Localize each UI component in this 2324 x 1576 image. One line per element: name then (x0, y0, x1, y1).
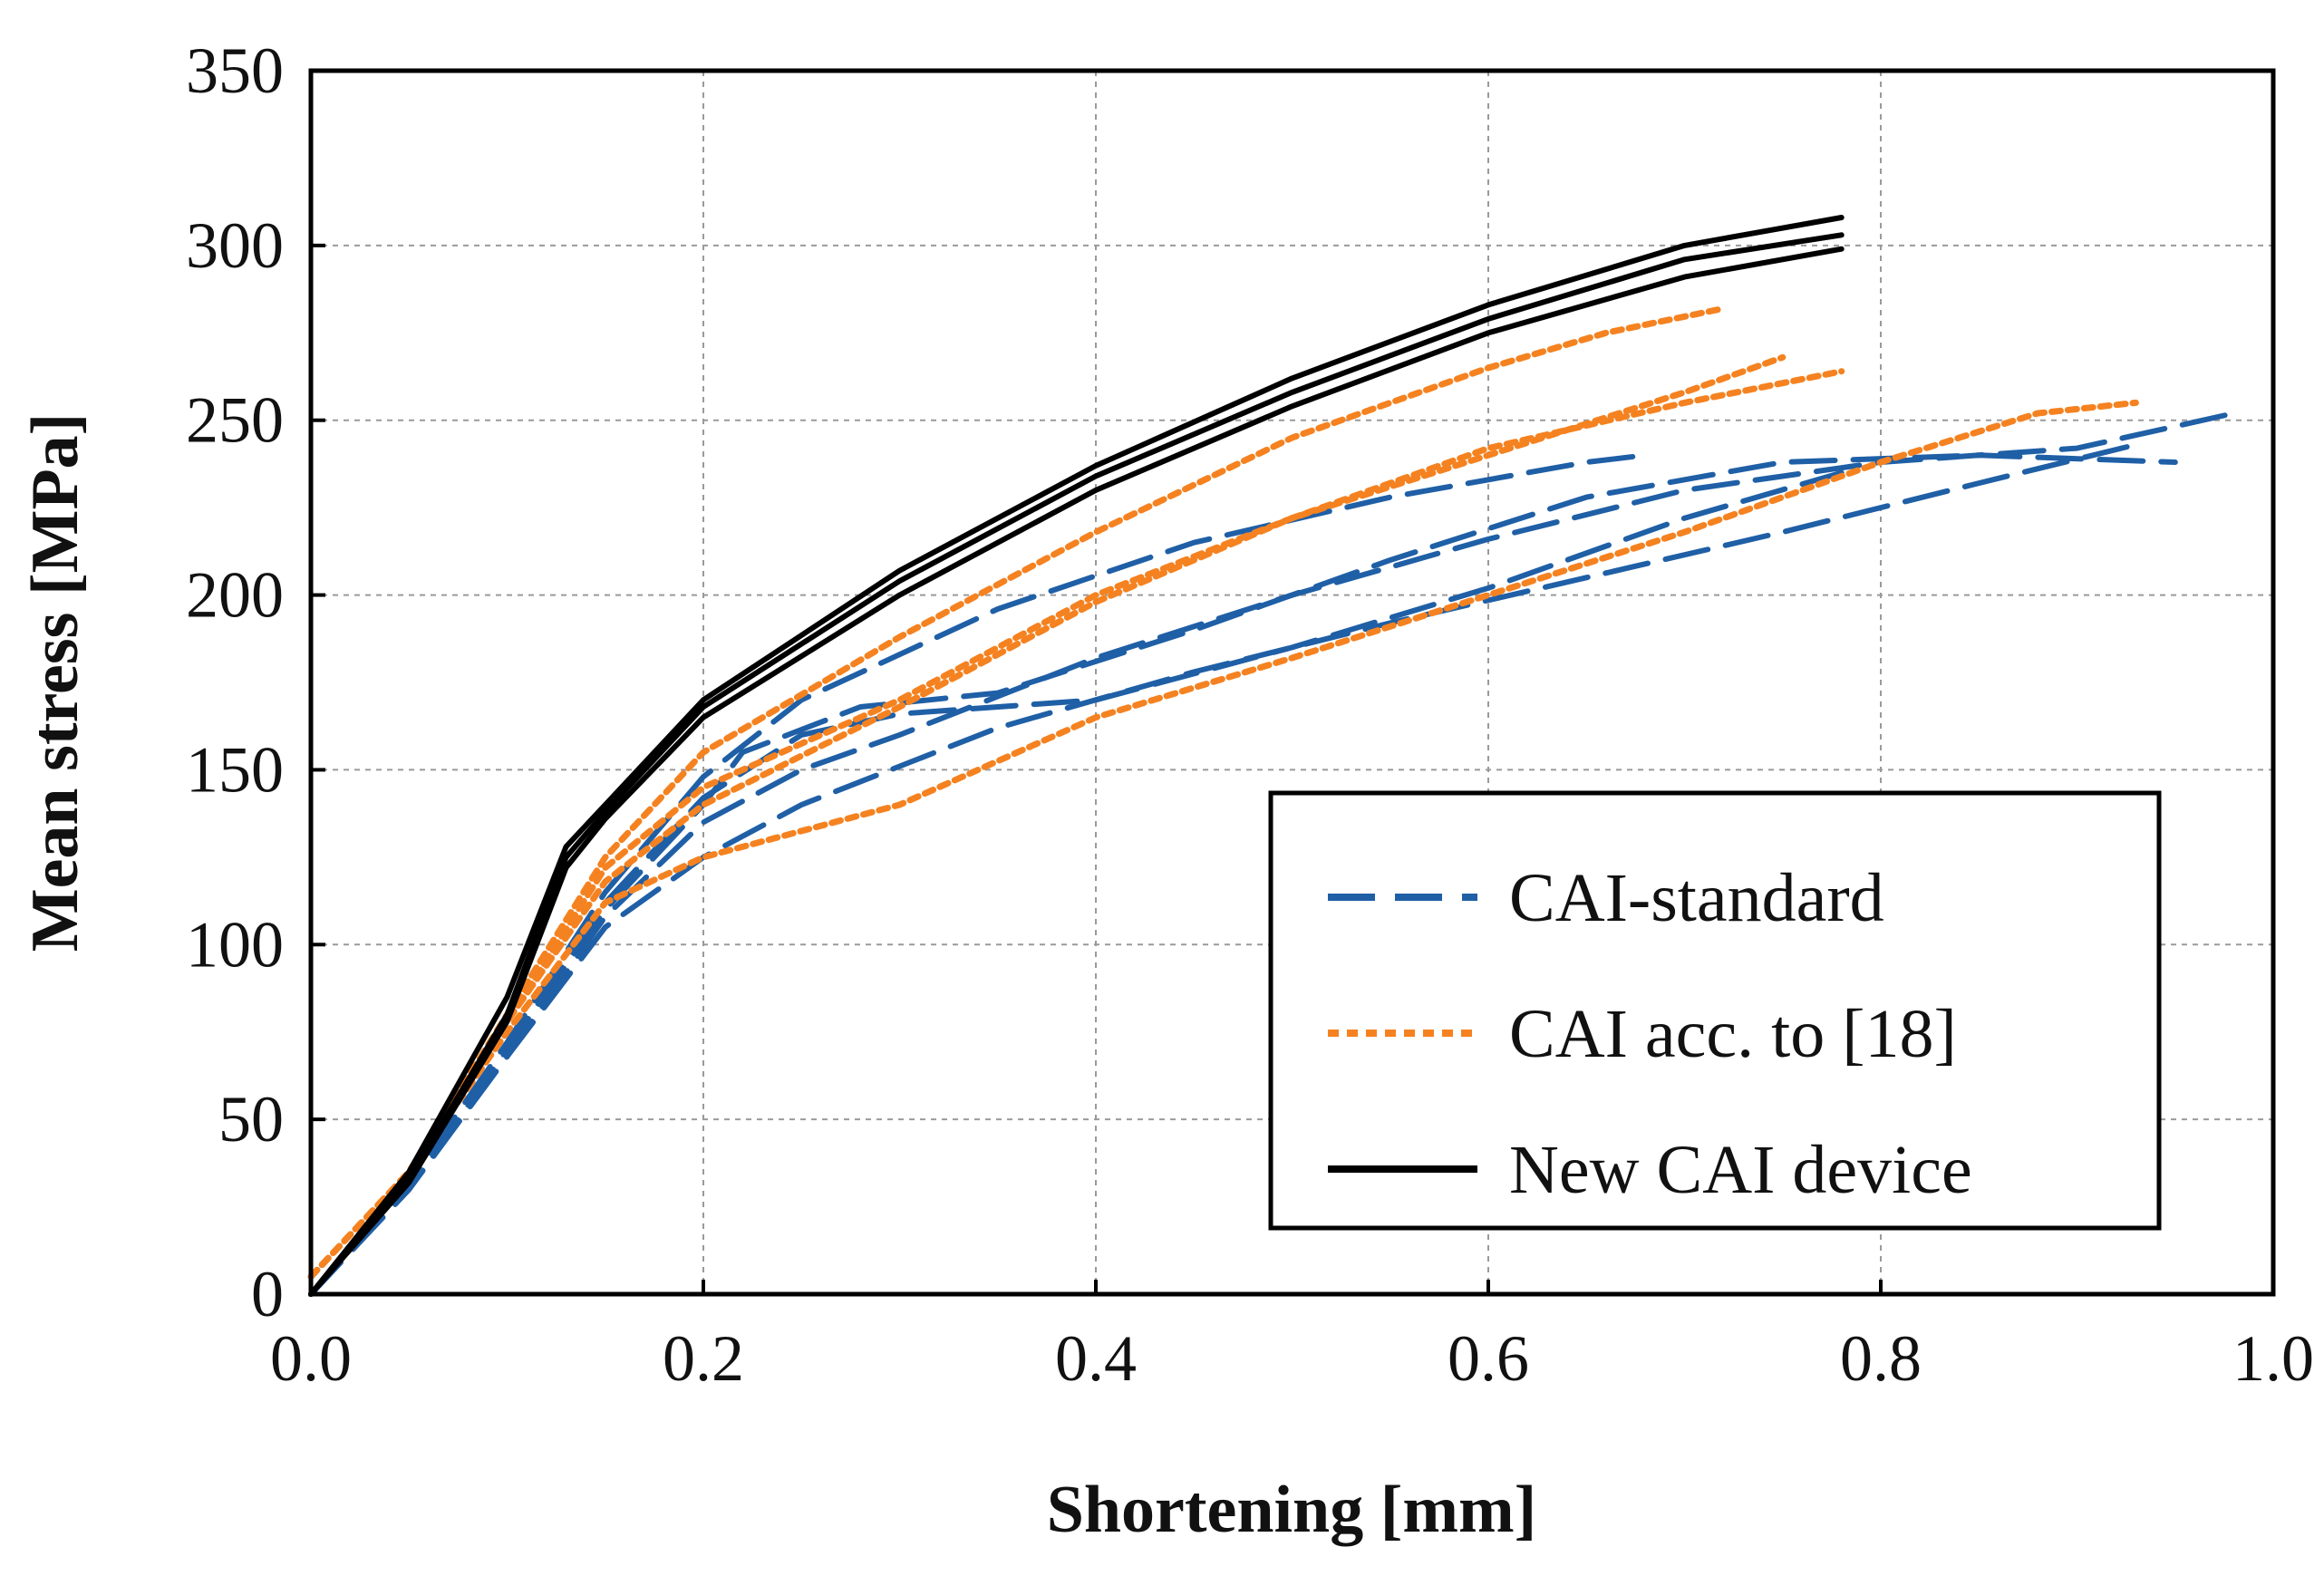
y-tick-label: 200 (186, 559, 284, 632)
series-line-new-cai-device-11 (308, 232, 1845, 1297)
x-tick-label: 0.8 (1840, 1322, 1922, 1395)
legend-label-3: New CAI device (1509, 1132, 1972, 1208)
legend-label-1: CAI-standard (1509, 860, 1884, 936)
y-tick-label: 300 (186, 209, 284, 282)
x-tick-label: 0.0 (270, 1322, 352, 1395)
x-axis-ticks: 0.0 0.2 0.4 0.6 0.8 1.0 (270, 1280, 2314, 1395)
legend: CAI-standard CAI acc. to [18] New CAI devi… (1268, 790, 2162, 1231)
y-tick-label: 250 (186, 384, 284, 457)
y-tick-label: 150 (186, 733, 284, 806)
plot-area-frame (308, 68, 2276, 1297)
series-line-cai-acc-to-18-9 (307, 399, 2139, 1281)
series-line-new-cai-device-12 (308, 246, 1845, 1297)
series-line-new-cai-device-10 (308, 215, 1845, 1297)
x-tick-label: 0.2 (663, 1322, 744, 1395)
y-axis-title: Mean stress [MPa] (18, 413, 92, 952)
y-axis-ticks: 0 50 100 150 200 250 300 350 (186, 34, 325, 1330)
y-tick-label: 100 (186, 908, 284, 981)
y-tick-label: 0 (251, 1258, 284, 1330)
x-tick-label: 0.6 (1448, 1322, 1529, 1395)
x-axis-title: Shortening [mm] (1047, 1473, 1537, 1547)
y-tick-label: 50 (218, 1083, 284, 1155)
series-line-cai-standard-4 (308, 441, 2139, 1297)
y-tick-label: 350 (186, 34, 284, 107)
x-tick-label: 0.4 (1055, 1322, 1137, 1395)
legend-box (1268, 790, 2162, 1231)
legend-label-2: CAI acc. to [18] (1509, 996, 1957, 1072)
series-lines (307, 215, 2237, 1297)
x-tick-label: 1.0 (2232, 1322, 2314, 1395)
series-line-cai-standard-2 (308, 452, 1649, 1297)
legend-items: CAI-standard CAI acc. to [18] New CAI devi… (1328, 860, 1972, 1208)
